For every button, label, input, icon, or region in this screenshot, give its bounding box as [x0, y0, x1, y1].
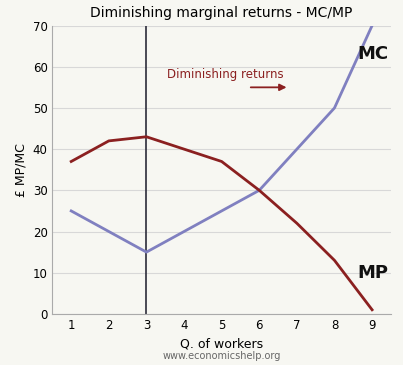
Y-axis label: £ MP/MC: £ MP/MC: [14, 143, 27, 197]
Title: Diminishing marginal returns - MC/MP: Diminishing marginal returns - MC/MP: [90, 6, 353, 20]
Text: Diminishing returns: Diminishing returns: [167, 69, 284, 81]
X-axis label: Q. of workers: Q. of workers: [180, 337, 263, 350]
Text: MP: MP: [357, 264, 388, 282]
Text: www.economicshelp.org: www.economicshelp.org: [162, 351, 281, 361]
Text: MC: MC: [357, 45, 388, 64]
